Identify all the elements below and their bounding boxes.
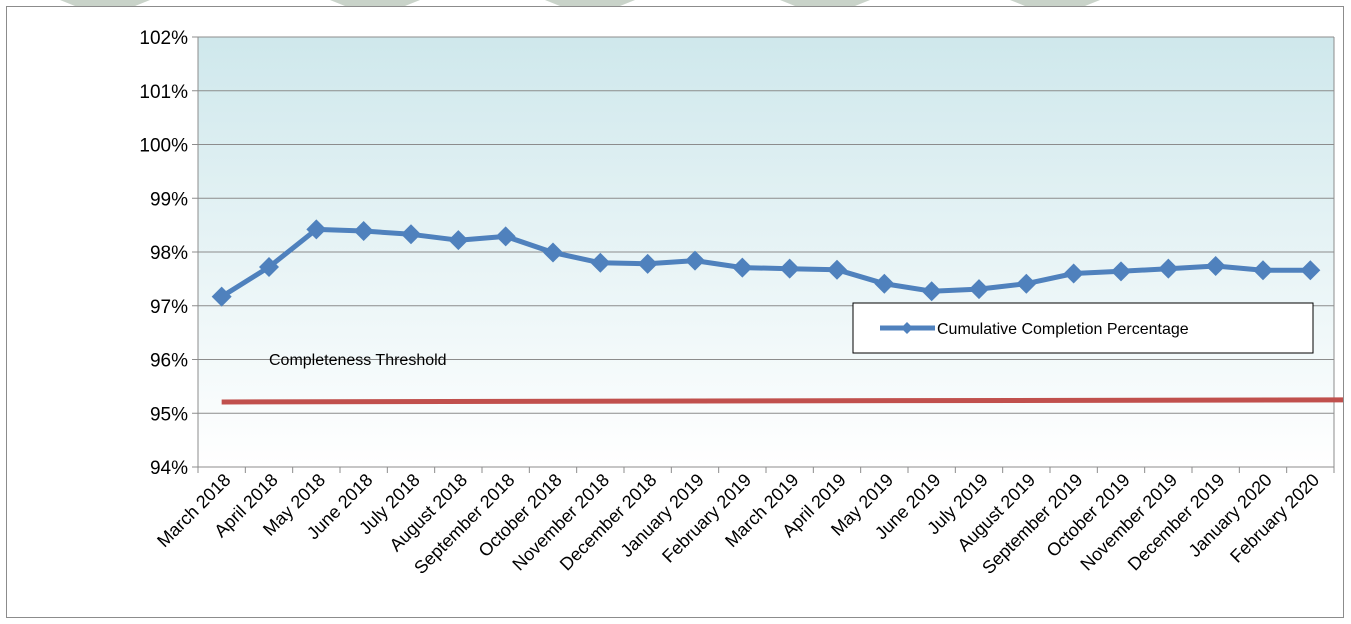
- data-point-marker: [401, 224, 421, 245]
- data-point-marker: [306, 219, 327, 240]
- data-point-marker: [1016, 273, 1037, 294]
- y-tick-label: 100%: [139, 136, 188, 157]
- data-point-marker: [1205, 255, 1226, 276]
- data-point-marker: [495, 226, 516, 247]
- data-point-marker: [353, 221, 374, 242]
- chart-area: 94% 95% 96% 97% 98% 99% 100% 101% 102% March 201…: [6, 6, 1344, 618]
- threshold-label: Completeness Threshold: [269, 352, 447, 369]
- data-point-marker: [1111, 261, 1131, 282]
- data-point-marker: [732, 257, 753, 278]
- data-point-marker: [259, 257, 279, 278]
- data-point-marker: [921, 281, 942, 302]
- data-point-marker: [685, 250, 705, 271]
- line-chart: 94%95%96%97%98%99%100%101%102% March 201…: [139, 28, 1343, 578]
- data-point-marker: [1063, 263, 1084, 284]
- data-point-marker: [637, 253, 658, 274]
- y-tick-label: 94%: [150, 458, 188, 479]
- data-point-marker: [779, 258, 800, 279]
- y-tick-label: 98%: [150, 243, 188, 264]
- y-tick-label: 95%: [150, 404, 188, 425]
- data-point-marker: [590, 252, 611, 273]
- y-tick-label: 101%: [139, 82, 188, 103]
- data-point-marker: [1253, 260, 1273, 281]
- data-point-marker: [1158, 258, 1179, 279]
- data-point-marker: [874, 273, 895, 294]
- legend-label: Cumulative Completion Percentage: [937, 321, 1189, 338]
- data-point-marker: [448, 230, 469, 251]
- legend-swatch-marker: [901, 322, 913, 334]
- data-point-marker: [1300, 260, 1321, 281]
- data-point-marker: [543, 242, 563, 263]
- data-point-marker: [969, 279, 989, 300]
- y-tick-label: 97%: [150, 297, 188, 318]
- threshold-line: [221, 397, 1343, 405]
- data-point-marker: [211, 286, 232, 307]
- y-tick-label: 99%: [150, 189, 188, 210]
- legend: Cumulative Completion Percentage: [852, 302, 1314, 354]
- y-tick-label: 102%: [139, 28, 188, 49]
- data-point-marker: [827, 259, 847, 280]
- y-tick-label: 96%: [150, 351, 188, 372]
